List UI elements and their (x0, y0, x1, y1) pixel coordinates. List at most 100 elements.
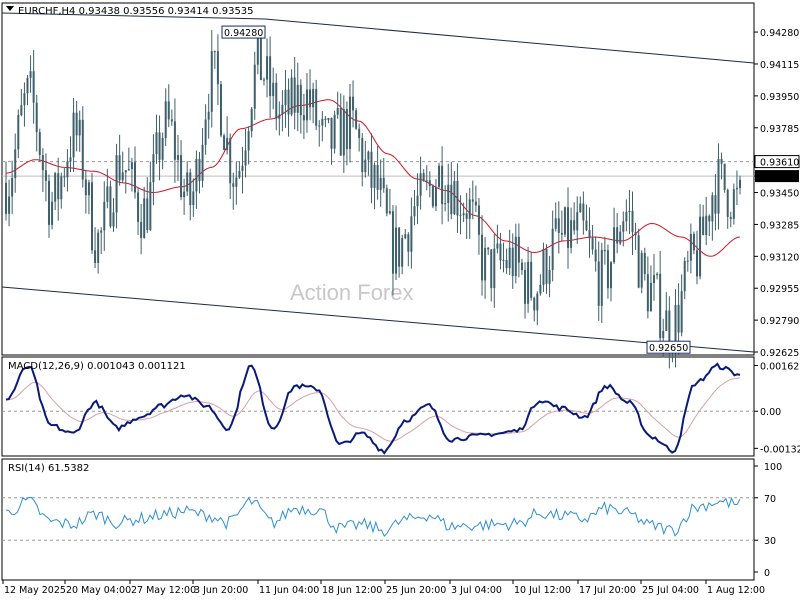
candle-body (155, 132, 158, 155)
candle-body (588, 230, 591, 239)
candle-body (477, 205, 480, 235)
candle-body (711, 195, 714, 222)
candle-body (656, 273, 659, 276)
candle-body (705, 215, 708, 236)
candle-body (508, 247, 511, 269)
candle-body (610, 262, 613, 289)
candle-body (739, 179, 741, 188)
candle-body (143, 198, 146, 238)
candle-body (699, 216, 702, 277)
candle-body (723, 163, 726, 190)
candle-body (674, 304, 677, 353)
candle-body (180, 155, 183, 198)
candle-body (321, 118, 324, 126)
candle-body (44, 170, 47, 181)
candle-body (456, 180, 459, 216)
candle-body (229, 138, 232, 184)
candle-body (158, 132, 161, 160)
candle-body (81, 119, 84, 180)
candle-body (419, 173, 422, 196)
time-tick-label: 25 Jun 20:00 (386, 585, 446, 596)
candle-body (450, 184, 453, 215)
candle-body (186, 172, 189, 192)
indicator-lines (2, 362, 754, 541)
candle-body (462, 213, 465, 216)
time-tick-label: 1 Aug 12:00 (707, 585, 765, 596)
candle-body (502, 260, 505, 262)
candle-body (281, 104, 284, 115)
candle-body (287, 89, 290, 115)
candle-body (422, 173, 425, 181)
candle-body (149, 182, 152, 231)
candle-body (668, 310, 671, 352)
candle-body (69, 157, 72, 162)
candle-body (176, 155, 179, 160)
candle-body (210, 51, 213, 112)
candle-body (11, 178, 14, 197)
candle-body (342, 109, 345, 156)
candle-body (115, 155, 118, 213)
candle-body (333, 114, 336, 149)
candle-body (361, 138, 364, 173)
channel-upper-line (264, 18, 755, 64)
candle-body (299, 84, 302, 116)
candle-body (97, 232, 100, 263)
candle-body (542, 248, 545, 285)
candle-body (109, 186, 112, 227)
candle-body (416, 195, 419, 207)
candle-body (520, 262, 523, 271)
candle-body (545, 248, 548, 284)
candle-body (219, 84, 222, 136)
price-tick-label: 0.92625 (760, 348, 799, 359)
dropdown-triangle-icon[interactable] (6, 6, 14, 11)
candle-body (29, 71, 32, 78)
rsi-tick-label: 30 (764, 536, 776, 547)
candle-body (336, 108, 339, 115)
candle-body (563, 207, 566, 235)
candle-body (253, 64, 256, 109)
time-tick-label: 3 Jul 04:00 (451, 585, 502, 596)
candle-body (539, 284, 542, 294)
panel-border (1, 458, 755, 581)
candle-body (370, 151, 373, 188)
candle-body (275, 82, 278, 119)
time-tick-label: 3 Jun 20:00 (194, 585, 248, 596)
candle-body (54, 173, 57, 202)
time-tick-label: 27 May 12:00 (131, 585, 196, 596)
candle-body (533, 297, 536, 311)
candle-body (32, 71, 35, 103)
candle-body (106, 186, 109, 202)
candle-body (41, 155, 44, 171)
candle-body (395, 227, 398, 274)
macd-tick-label: 0.00 (760, 407, 781, 418)
candle-body (266, 56, 269, 80)
candle-body (339, 108, 342, 156)
candle-body (305, 89, 308, 121)
candle-body (398, 227, 401, 267)
main-panel-title: EURCHF,H4 0.93438 0.93556 0.93414 0.9353… (18, 6, 254, 17)
candle-body (94, 250, 97, 263)
price-tick-label: 0.93450 (760, 189, 799, 200)
candle-body (391, 211, 394, 274)
candle-body (302, 115, 305, 121)
rsi-line (5, 496, 741, 537)
candle-body (438, 165, 441, 187)
candle-body (643, 252, 646, 275)
candle-body (474, 201, 477, 206)
candle-body (726, 189, 729, 217)
candle-body (413, 206, 416, 217)
candle-body (683, 260, 686, 292)
candle-body (527, 261, 530, 304)
rsi-panel-title: RSI(14) 61.5382 (8, 463, 89, 474)
candle-body (75, 112, 78, 136)
time-tick-label: 12 May 2025 (4, 585, 66, 596)
candle-body (434, 186, 437, 207)
candle-body (87, 182, 90, 196)
candle-body (213, 51, 216, 53)
candle-body (634, 232, 637, 236)
candlesticks (5, 30, 741, 369)
candle-body (14, 149, 17, 179)
candle-body (603, 249, 606, 251)
price-tick-label: 0.94280 (760, 28, 799, 39)
